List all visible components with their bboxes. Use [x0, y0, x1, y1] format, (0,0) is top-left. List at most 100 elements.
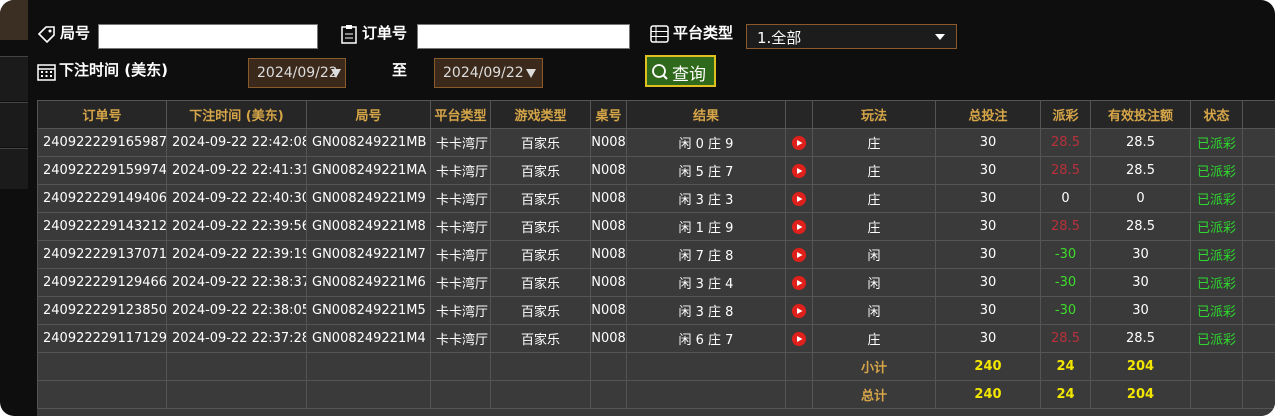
side-panel — [0, 56, 28, 101]
replay-icon[interactable] — [792, 163, 806, 178]
bet-time: 2024-09-22 22:37:28 — [166, 324, 307, 353]
total-total-bet: 240 — [935, 380, 1041, 409]
table-id: N008 — [590, 212, 627, 241]
total-payout: 24 — [1040, 380, 1091, 409]
round-id: GN008249221M7 — [306, 240, 431, 269]
total-bet: 30 — [935, 128, 1041, 157]
bet-time: 2024-09-22 22:40:30 — [166, 184, 307, 213]
bet-time: 2024-09-22 22:42:08 — [166, 128, 307, 157]
total-label: 总计 — [812, 380, 936, 409]
total-row: 总计 240 24 204 — [37, 380, 1275, 409]
payout: -30 — [1040, 268, 1091, 297]
date-from[interactable]: 2024/09/22 — [248, 58, 346, 88]
cell — [1242, 268, 1275, 297]
game-type: 百家乐 — [490, 212, 591, 241]
valid-bet: 0 — [1090, 184, 1191, 213]
search-button[interactable]: 查询 — [645, 55, 716, 87]
replay-cell — [785, 128, 813, 157]
payout: -30 — [1040, 296, 1091, 325]
result: 闲 5 庄 7 — [626, 156, 786, 185]
column-header: 下注时间 (美东) — [166, 100, 307, 129]
cell — [785, 352, 813, 381]
order-id: 240922229129466 — [37, 268, 167, 297]
round-id: GN008249221M4 — [306, 324, 431, 353]
table-row: 240922229117129 2024-09-22 22:37:28 GN0082… — [37, 324, 1275, 353]
subtotal-total-bet: 240 — [935, 352, 1041, 381]
search-icon — [652, 64, 668, 80]
side-panel — [0, 0, 28, 40]
valid-bet: 28.5 — [1090, 156, 1191, 185]
replay-cell — [785, 184, 813, 213]
round-id: GN008249221MA — [306, 156, 431, 185]
replay-icon[interactable] — [792, 275, 806, 290]
column-header: 总投注 — [935, 100, 1041, 129]
column-header: 有效投注额 — [1090, 100, 1191, 129]
valid-bet: 30 — [1090, 296, 1191, 325]
result: 闲 3 庄 3 — [626, 184, 786, 213]
play: 闲 — [812, 240, 936, 269]
table-row: 240922229143212 2024-09-22 22:39:56 GN0082… — [37, 212, 1275, 241]
bet-time: 2024-09-22 22:38:37 — [166, 268, 307, 297]
table-row: 240922229159974 2024-09-22 22:41:31 GN0082… — [37, 156, 1275, 185]
replay-icon[interactable] — [792, 219, 806, 234]
round-label: 局号 — [60, 24, 91, 42]
cell — [785, 380, 813, 409]
subtotal-payout: 24 — [1040, 352, 1091, 381]
table-row: 240922229123850 2024-09-22 22:38:05 GN0082… — [37, 296, 1275, 325]
dropdown-arrow — [526, 69, 536, 78]
column-header: 派彩 — [1040, 100, 1091, 129]
order-id: 240922229159974 — [37, 156, 167, 185]
cell — [1242, 240, 1275, 269]
cell — [430, 380, 491, 409]
order-label: 订单号 — [362, 24, 408, 42]
game-type: 百家乐 — [490, 156, 591, 185]
cell — [166, 352, 307, 381]
replay-cell — [785, 240, 813, 269]
round-id: GN008249221M8 — [306, 212, 431, 241]
header-row: 订单号 下注时间 (美东) 局号 平台类型 游戏类型 桌号 结果 玩法 总投注 派彩 有效投注额 状态 — [37, 100, 1275, 129]
replay-icon[interactable] — [792, 303, 806, 318]
column-header: 桌号 — [590, 100, 627, 129]
time-label: 下注时间 (美东) — [59, 61, 168, 79]
play: 庄 — [812, 156, 936, 185]
list-icon — [650, 25, 669, 43]
order-input[interactable] — [417, 24, 630, 49]
subtotal-valid-bet: 204 — [1090, 352, 1191, 381]
cell — [1242, 156, 1275, 185]
platform-label: 平台类型 — [673, 24, 734, 42]
cell — [37, 352, 167, 381]
cell — [306, 380, 431, 409]
date-to[interactable]: 2024/09/22 — [434, 58, 543, 88]
table: 订单号 下注时间 (美东) 局号 平台类型 游戏类型 桌号 结果 玩法 总投注 派彩 有效投注额 状态… — [37, 100, 1275, 409]
column-header: 结果 — [626, 100, 786, 129]
table-row: 240922229129466 2024-09-22 22:38:37 GN0082… — [37, 268, 1275, 297]
column-header: 局号 — [306, 100, 431, 129]
side-panel — [0, 148, 28, 189]
column-header — [1242, 100, 1275, 129]
order-id: 240922229123850 — [37, 296, 167, 325]
order-id: 240922229165987 — [37, 128, 167, 157]
subtotal-label: 小计 — [812, 352, 936, 381]
table-row: 240922229137071 2024-09-22 22:39:19 GN0082… — [37, 240, 1275, 269]
order-id: 240922229143212 — [37, 212, 167, 241]
result: 闲 3 庄 8 — [626, 296, 786, 325]
replay-icon[interactable] — [792, 191, 806, 206]
tag-icon — [37, 26, 55, 43]
replay-icon[interactable] — [792, 331, 806, 346]
table-id: N008 — [590, 128, 627, 157]
cell — [490, 352, 591, 381]
replay-icon[interactable] — [792, 247, 806, 262]
table-id: N008 — [590, 296, 627, 325]
status: 已派彩 — [1190, 240, 1243, 269]
replay-icon[interactable] — [792, 135, 806, 150]
table-id: N008 — [590, 184, 627, 213]
game-type: 百家乐 — [490, 296, 591, 325]
total-valid-bet: 204 — [1090, 380, 1191, 409]
round-input[interactable] — [98, 24, 318, 49]
cell — [1242, 352, 1275, 381]
column-header: 平台类型 — [430, 100, 491, 129]
total-bet: 30 — [935, 324, 1041, 353]
platform-select[interactable]: 1.全部 — [746, 24, 957, 49]
play: 庄 — [812, 184, 936, 213]
